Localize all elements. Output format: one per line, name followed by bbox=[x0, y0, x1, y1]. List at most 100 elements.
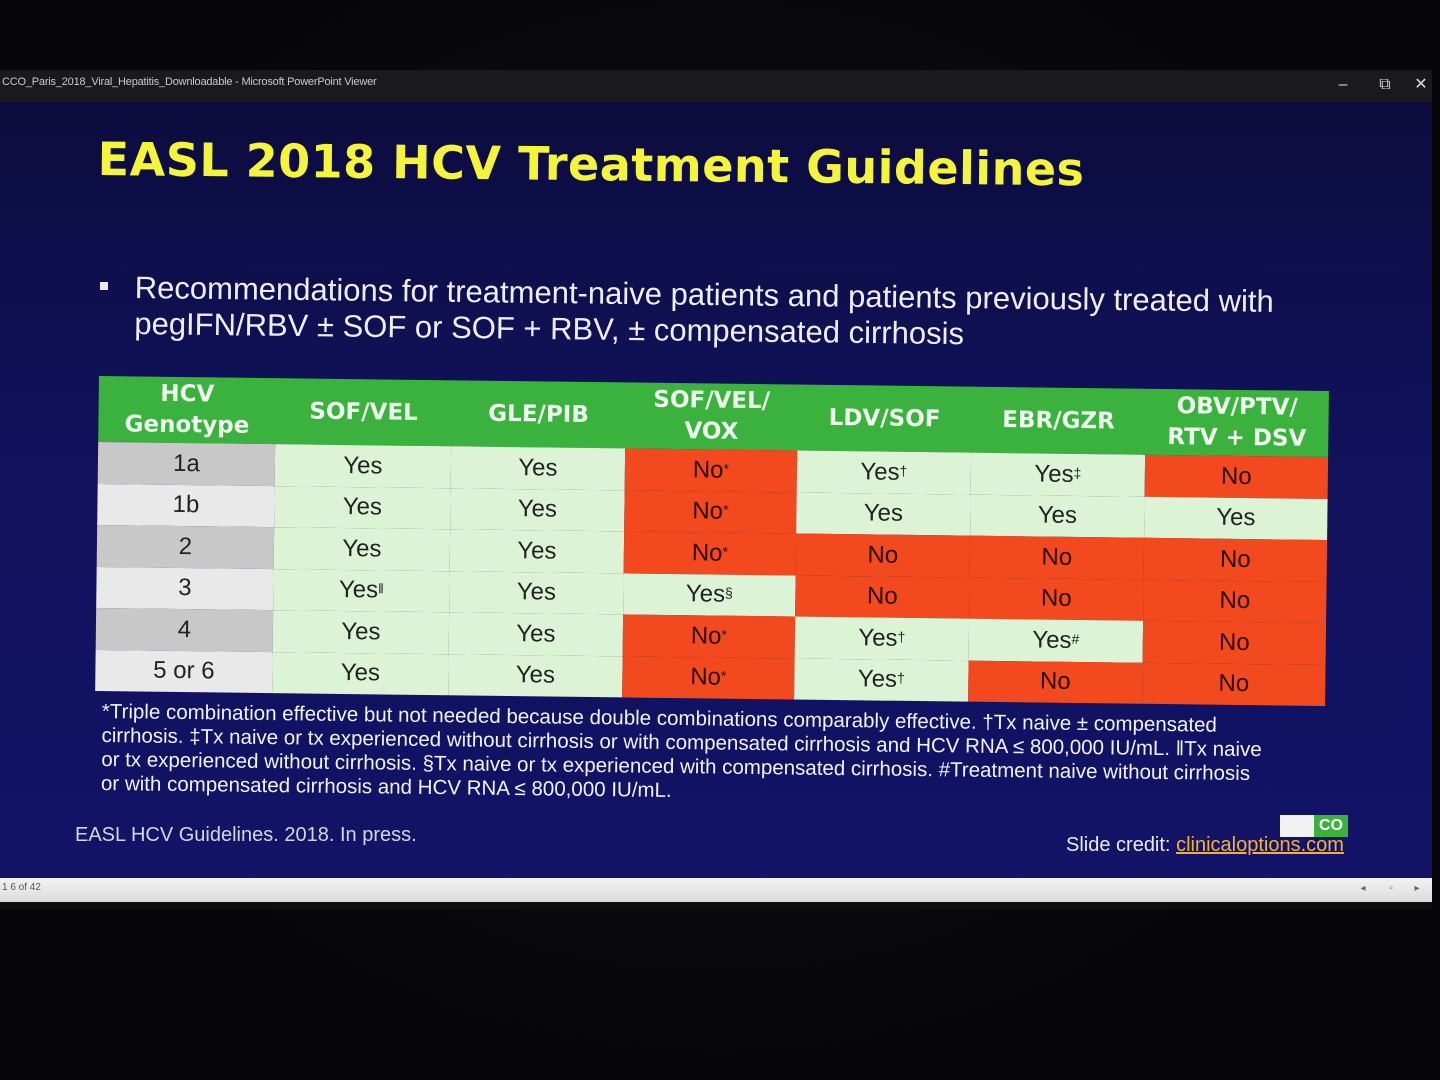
cell-value: Yes bbox=[342, 534, 382, 563]
header-cell: SOF/VEL/ VOX bbox=[653, 386, 771, 445]
cell-value: No bbox=[866, 582, 898, 611]
cell-value: No bbox=[1041, 543, 1073, 571]
header-cell: GLE/PIB bbox=[488, 400, 590, 428]
header-cell: SOF/VEL bbox=[309, 398, 418, 426]
credit-link[interactable]: clinicaloptions.com bbox=[1176, 834, 1344, 856]
cell-value: Yes bbox=[860, 458, 900, 486]
recommendation-cell: No * bbox=[624, 448, 798, 493]
cell-value: No bbox=[1219, 545, 1251, 573]
prev-slide-button[interactable]: ◂ bbox=[1360, 883, 1366, 894]
cell-value: Yes bbox=[1216, 503, 1256, 532]
cell-value: Yes bbox=[342, 493, 383, 521]
treatment-table: HCV Genotype SOF/VEL GLE/PIB SOF/VEL/ VO… bbox=[95, 376, 1329, 707]
cell-value: No bbox=[1040, 584, 1072, 613]
recommendation-cell: Yes § bbox=[623, 572, 796, 617]
recommendation-cell: Yes bbox=[274, 485, 451, 530]
recommendation-cell: No bbox=[1142, 620, 1327, 665]
cell-value: Yes bbox=[857, 665, 898, 694]
recommendation-cell: No * bbox=[622, 614, 796, 659]
cell-value: Yes bbox=[343, 451, 383, 480]
recommendation-cell: No bbox=[795, 533, 971, 578]
table-body: 1a Yes Yes No * Yes † Yes ‡ No 1b Yes Yes No * Yes Yes Ye… bbox=[95, 441, 1329, 707]
genotype-cell: 1b bbox=[97, 483, 275, 528]
recommendation-cell: Yes bbox=[448, 612, 624, 656]
cell-value: Yes bbox=[516, 578, 557, 606]
recommendation-cell: Yes bbox=[272, 610, 450, 654]
recommendation-cell: Yes bbox=[796, 492, 971, 536]
credit-label: Slide credit: bbox=[1066, 834, 1171, 856]
recommendation-cell: Yes bbox=[450, 446, 626, 490]
recommendation-cell: No * bbox=[623, 531, 797, 576]
recommendation-cell: Yes bbox=[450, 487, 625, 532]
cell-value: No bbox=[867, 541, 899, 569]
recommendation-cell: Yes ‡ bbox=[970, 452, 1146, 497]
genotype-cell: 2 bbox=[96, 524, 275, 569]
recommendation-cell: Yes † bbox=[794, 658, 969, 702]
recommendation-cell: No bbox=[1143, 537, 1328, 582]
recommendation-cell: Yes bbox=[273, 527, 451, 571]
cco-logo: CO bbox=[1280, 815, 1348, 837]
cell-value: No bbox=[1219, 586, 1251, 615]
recommendation-cell: No bbox=[969, 535, 1145, 580]
minimize-button[interactable]: – bbox=[1338, 76, 1348, 93]
next-slide-button[interactable]: ▸ bbox=[1414, 883, 1420, 894]
cell-value: No bbox=[690, 663, 722, 691]
cell-value: Yes bbox=[858, 624, 898, 652]
recommendation-cell: Yes bbox=[274, 444, 452, 488]
header-cell: LDV/SOF bbox=[828, 404, 941, 432]
recommendation-cell: Yes ǁ bbox=[273, 568, 450, 613]
bullet-text: Recommendations for treatment-naive pati… bbox=[134, 270, 1274, 352]
bullet-marker bbox=[100, 282, 108, 290]
cell-value: No bbox=[1220, 462, 1252, 490]
recommendation-cell: Yes bbox=[272, 651, 449, 696]
cell-value: Yes bbox=[1034, 460, 1074, 488]
cell-value: No bbox=[691, 539, 723, 567]
header-cell: EBR/GZR bbox=[1002, 406, 1115, 434]
cell-value: No bbox=[1039, 667, 1071, 696]
slide-counter: 1 6 of 42 bbox=[2, 882, 41, 893]
slide-menu-button[interactable]: ▫ bbox=[1389, 883, 1393, 894]
cell-value: No bbox=[1218, 669, 1250, 698]
cell-value: No bbox=[1218, 628, 1250, 656]
recommendation-cell: Yes bbox=[1144, 496, 1328, 541]
recommendation-cell: Yes bbox=[448, 653, 623, 698]
close-button[interactable]: ✕ bbox=[1414, 76, 1428, 93]
window-title: CCO_Paris_2018_Viral_Hepatitis_Downloada… bbox=[2, 76, 377, 88]
cell-value: Yes bbox=[517, 536, 557, 565]
cell-value: No bbox=[690, 622, 722, 650]
cell-value: Yes bbox=[685, 580, 726, 608]
recommendation-cell: No bbox=[968, 660, 1143, 704]
cell-value: Yes bbox=[1037, 501, 1078, 530]
cell-value: Yes bbox=[516, 619, 556, 648]
status-bar: 1 6 of 42 ◂ ▫ ▸ bbox=[0, 878, 1432, 902]
recommendation-cell: No bbox=[1144, 454, 1329, 499]
header-cell: HCV Genotype bbox=[124, 380, 250, 439]
cell-value: Yes bbox=[518, 453, 558, 482]
recommendation-cell: No bbox=[1143, 579, 1327, 624]
recommendation-cell: Yes bbox=[970, 494, 1145, 538]
recommendation-cell: Yes † bbox=[796, 450, 972, 495]
recommendation-cell: Yes # bbox=[968, 618, 1144, 663]
cell-value: No bbox=[692, 456, 724, 484]
recommendation-cell: No * bbox=[622, 655, 795, 700]
recommendation-cell: Yes bbox=[449, 529, 625, 573]
genotype-cell: 4 bbox=[95, 607, 274, 652]
restore-button[interactable]: ⧉ bbox=[1379, 76, 1391, 93]
source-citation: EASL HCV Guidelines. 2018. In press. bbox=[75, 824, 417, 846]
recommendation-cell: Yes † bbox=[794, 616, 970, 661]
genotype-cell: 5 or 6 bbox=[95, 649, 273, 694]
logo-mark: CO bbox=[1314, 815, 1348, 837]
recommendation-cell: No bbox=[1142, 662, 1326, 707]
recommendation-cell: No * bbox=[624, 489, 797, 534]
cell-value: Yes bbox=[338, 576, 379, 604]
cell-value: Yes bbox=[1032, 626, 1072, 654]
genotype-cell: 1a bbox=[97, 441, 276, 486]
recommendation-cell: Yes bbox=[449, 570, 624, 615]
window-titlebar: CCO_Paris_2018_Viral_Hepatitis_Downloada… bbox=[0, 70, 1432, 102]
cell-value: Yes bbox=[340, 659, 381, 687]
cell-value: Yes bbox=[517, 495, 558, 523]
recommendation-cell: No bbox=[795, 575, 970, 619]
footnote-text: *Triple combination effective but not ne… bbox=[100, 700, 1262, 802]
slide-credit: Slide credit: clinicaloptions.com bbox=[1066, 834, 1344, 857]
genotype-cell: 3 bbox=[96, 566, 274, 611]
